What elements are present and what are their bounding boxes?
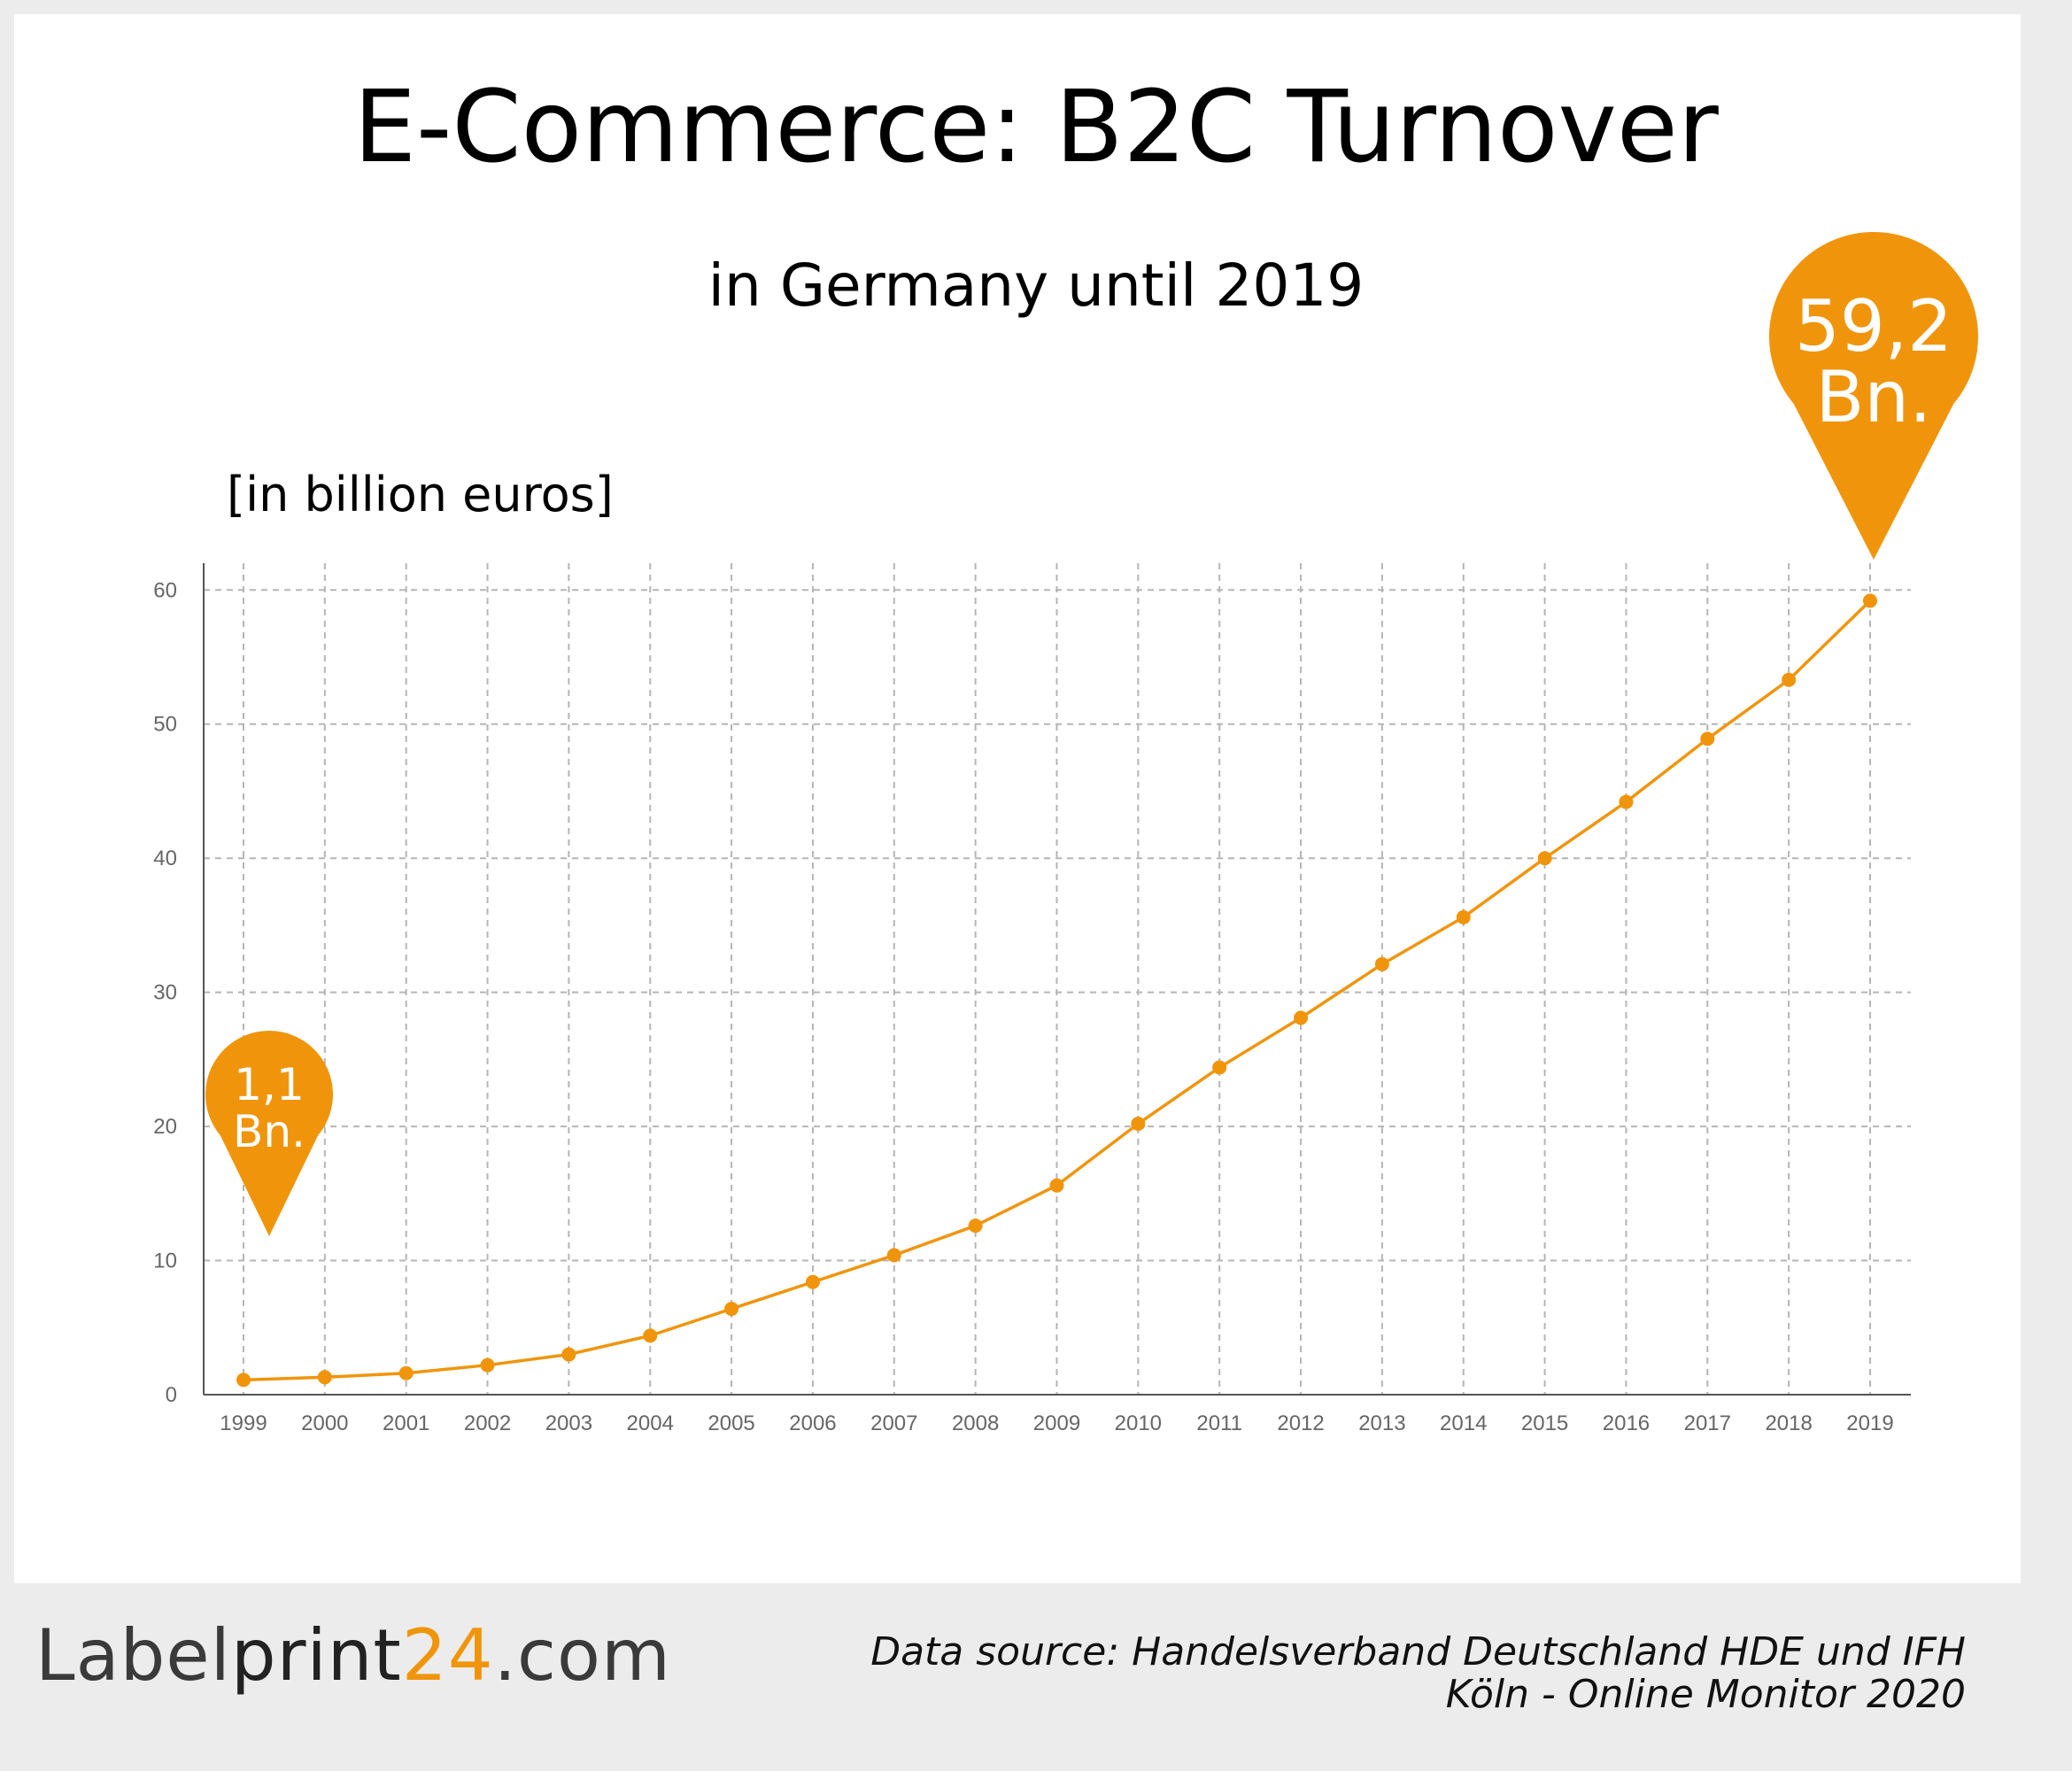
data-point <box>1863 593 1877 608</box>
data-point <box>643 1328 658 1343</box>
x-tick-label: 2010 <box>1115 1411 1162 1435</box>
data-point <box>968 1218 983 1234</box>
data-point <box>805 1274 820 1289</box>
annotation-pins: 1,1Bn.59,2Bn. <box>205 232 1979 1236</box>
x-tick-label: 2001 <box>383 1411 429 1435</box>
data-point <box>1782 672 1797 687</box>
x-tick-label: 2005 <box>707 1411 754 1435</box>
source-line-1: Data source: Handelsverband Deutschland … <box>870 1629 1966 1674</box>
data-point <box>236 1373 251 1388</box>
x-tick-label: 2017 <box>1684 1411 1731 1435</box>
logo-part-1: Label <box>35 1614 231 1697</box>
source-line-2: Köln - Online Monitor 2020 <box>1445 1672 1966 1718</box>
brand-logo: Labelprint24.com <box>35 1620 671 1691</box>
data-point <box>1700 731 1715 746</box>
y-tick-label: 50 <box>153 713 177 737</box>
x-tick-label: 2013 <box>1358 1411 1405 1435</box>
logo-part-2: print <box>230 1614 402 1697</box>
annotation-unit: Bn. <box>233 1106 305 1157</box>
x-tick-label: 2008 <box>952 1411 999 1435</box>
data-point <box>1537 851 1552 866</box>
x-tick-label: 2014 <box>1440 1411 1487 1435</box>
x-tick-label: 1999 <box>220 1411 267 1435</box>
data-point <box>1294 1010 1309 1025</box>
x-tick-label: 2006 <box>789 1411 836 1435</box>
data-point <box>317 1370 332 1385</box>
logo-part-4: .com <box>493 1614 671 1697</box>
data-point <box>1619 794 1634 809</box>
annotation-pin <box>205 1031 333 1236</box>
x-tick-label: 2015 <box>1521 1411 1568 1435</box>
logo-part-3: 24 <box>401 1614 494 1697</box>
x-tick-label: 2012 <box>1277 1411 1324 1435</box>
data-point <box>724 1302 739 1317</box>
chart-title: E-Commerce: B2C Turnover <box>353 70 1719 185</box>
y-tick-label: 30 <box>153 981 177 1005</box>
x-tick-label: 2004 <box>627 1411 674 1435</box>
grid-lines <box>204 563 1911 1395</box>
chart-card <box>14 14 2021 1583</box>
annotation-value: 59,2 <box>1795 285 1952 367</box>
x-tick-label: 2000 <box>301 1411 348 1435</box>
tick-labels: 0 10 20 30 40 50 60 1999 2000 2001 2002 2003 2004 200… <box>153 578 1893 1435</box>
data-point <box>1049 1178 1064 1193</box>
data-point <box>398 1365 414 1380</box>
axes <box>203 563 1911 1396</box>
y-tick-label: 0 <box>166 1383 177 1407</box>
data-point <box>1456 909 1471 924</box>
x-tick-label: 2002 <box>464 1411 511 1435</box>
data-point <box>1212 1060 1227 1075</box>
annotation-value: 1,1 <box>234 1059 305 1110</box>
data-point <box>1374 956 1389 971</box>
data-source: Data source: Handelsverband Deutschland … <box>870 1629 1966 1718</box>
series-line <box>236 593 1877 1388</box>
y-axis-label: [in billion euros] <box>227 467 614 522</box>
x-tick-label: 2003 <box>545 1411 592 1435</box>
x-tick-label: 2019 <box>1846 1411 1893 1435</box>
data-point <box>480 1357 495 1373</box>
data-point <box>1131 1117 1146 1132</box>
y-tick-label: 40 <box>153 847 177 870</box>
y-tick-label: 60 <box>153 578 177 602</box>
y-tick-label: 20 <box>153 1115 177 1139</box>
annotation-pin <box>1769 232 1979 560</box>
y-tick-label: 10 <box>153 1249 177 1273</box>
x-tick-label: 2007 <box>870 1411 917 1435</box>
data-point <box>561 1347 576 1362</box>
x-tick-label: 2009 <box>1033 1411 1080 1435</box>
x-tick-label: 2018 <box>1765 1411 1812 1435</box>
annotation-unit: Bn. <box>1815 356 1931 438</box>
chart-subtitle: in Germany until 2019 <box>707 251 1365 320</box>
x-tick-label: 2016 <box>1603 1411 1650 1435</box>
data-point <box>886 1248 901 1263</box>
x-tick-label: 2011 <box>1196 1411 1242 1435</box>
